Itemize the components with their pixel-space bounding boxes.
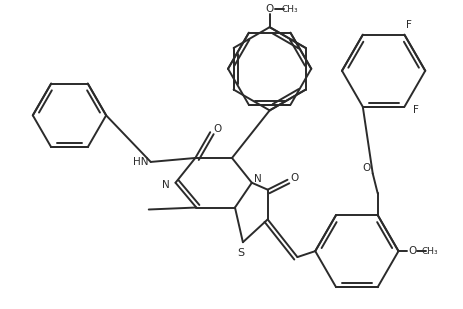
Text: O: O bbox=[362, 163, 370, 172]
Text: O: O bbox=[213, 124, 221, 134]
Text: CH₃: CH₃ bbox=[421, 247, 438, 256]
Text: O: O bbox=[290, 173, 298, 183]
Text: F: F bbox=[406, 20, 412, 30]
Text: O: O bbox=[265, 4, 273, 14]
Text: CH₃: CH₃ bbox=[281, 5, 297, 14]
Text: HN: HN bbox=[133, 157, 149, 167]
Text: N: N bbox=[162, 180, 169, 190]
Text: S: S bbox=[237, 248, 244, 258]
Text: N: N bbox=[253, 174, 261, 184]
Text: O: O bbox=[407, 246, 416, 256]
Text: F: F bbox=[413, 105, 419, 115]
